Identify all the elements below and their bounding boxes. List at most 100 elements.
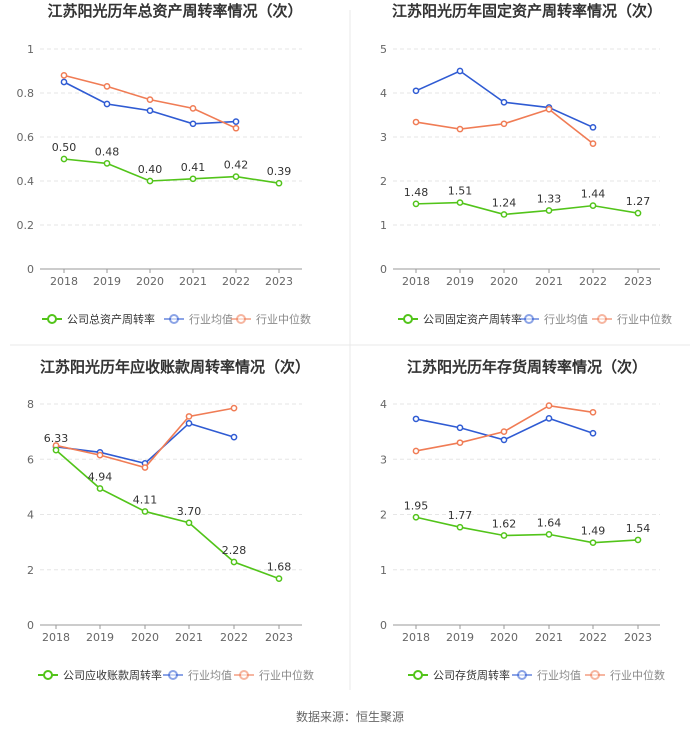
data-point-industry_median [103, 83, 111, 90]
data-point-industry_avg [456, 424, 464, 432]
y-tick-label: 8 [27, 398, 34, 411]
y-tick-label: 1 [380, 564, 387, 577]
data-label: 1.27 [626, 195, 651, 208]
y-tick-label: 0.6 [17, 131, 35, 144]
data-point-industry_avg [103, 100, 111, 108]
y-tick-label: 2 [380, 509, 387, 522]
legend-swatch-marker [168, 670, 178, 680]
data-label: 4.11 [133, 493, 158, 506]
data-label: 1.51 [448, 185, 473, 198]
data-point-company [500, 211, 508, 218]
chart-title: 江苏阳光历年总资产周转率情况（次） [47, 2, 302, 20]
x-tick-label: 2020 [490, 631, 518, 644]
y-tick-label: 4 [27, 509, 34, 522]
x-tick-label: 2020 [490, 275, 518, 288]
data-label: 1.48 [404, 186, 429, 199]
legend-swatch-marker [590, 670, 600, 680]
data-point-industry_median [545, 105, 553, 113]
legend: 公司固定资产周转率 行业均值 行业中位数 [398, 312, 672, 326]
data-point-industry_avg [146, 107, 154, 114]
data-point-company [275, 575, 283, 582]
data-point-industry_avg [230, 433, 238, 441]
y-tick-label: 4 [380, 398, 387, 411]
data-label: 1.49 [581, 525, 606, 538]
data-point-industry_median [545, 402, 553, 410]
data-point-company [230, 558, 238, 566]
data-point-industry_median [232, 124, 240, 132]
legend-label: 行业均值 [544, 313, 588, 326]
legend-label: 行业中位数 [256, 312, 311, 326]
legend-label: 公司总资产周转率 [67, 312, 155, 326]
data-point-company [146, 177, 154, 185]
data-label: 0.42 [224, 159, 249, 172]
chart-title: 江苏阳光历年固定资产周转率情况（次） [392, 2, 662, 20]
legend: 公司存货周转率 行业均值 行业中位数 [408, 668, 665, 682]
data-point-company [275, 179, 283, 187]
legend-swatch-marker [403, 314, 413, 324]
data-label: 1.24 [492, 196, 517, 209]
data-point-industry_avg [589, 123, 597, 131]
data-point-company [545, 207, 553, 214]
data-point-industry_median [189, 105, 197, 112]
data-point-company [500, 532, 508, 539]
data-label: 1.77 [448, 509, 473, 522]
data-point-industry_avg [589, 429, 597, 437]
legend-item-industry_avg: 行业均值 [519, 313, 588, 326]
chart-panel-2: 江苏阳光历年固定资产周转率情况（次） 0 1 2 3 4 5 2018 2019 2020 2021… [380, 2, 672, 326]
chart-panel-1: 江苏阳光历年总资产周转率情况（次） 0 0.2 0.4 0.6 0.8 1 2018 2019 2… [17, 2, 312, 326]
y-tick-label: 3 [380, 131, 387, 144]
data-point-company [96, 485, 104, 492]
x-tick-label: 2023 [265, 275, 293, 288]
legend-item-company: 公司固定资产周转率 [398, 312, 522, 326]
data-point-industry_avg [545, 415, 553, 422]
legend-item-industry_avg: 行业均值 [164, 313, 233, 326]
legend-label: 公司存货周转率 [433, 668, 510, 682]
legend-label: 行业中位数 [617, 312, 672, 326]
data-point-company [589, 202, 597, 209]
x-tick-label: 2021 [535, 631, 563, 644]
legend-label: 行业均值 [537, 669, 581, 682]
data-point-company [60, 155, 68, 163]
x-tick-label: 2021 [175, 631, 203, 644]
chart-panel-4: 江苏阳光历年存货周转率情况（次） 0 1 2 3 4 2018 2019 2020 2021 202… [380, 358, 665, 682]
data-point-company [189, 175, 197, 183]
series-line-industry_avg [55, 422, 235, 465]
y-tick-label: 2 [380, 175, 387, 188]
x-tick-label: 2022 [222, 275, 250, 288]
x-tick-label: 2021 [535, 275, 563, 288]
legend-item-industry_median: 行业中位数 [234, 668, 314, 682]
legend-label: 行业均值 [189, 313, 233, 326]
data-label: 1.54 [626, 522, 651, 535]
y-tick-label: 0 [27, 619, 34, 632]
series-line-industry_median [415, 404, 594, 452]
legend-item-company: 公司存货周转率 [408, 668, 510, 682]
y-tick-label: 6 [27, 453, 34, 466]
data-point-industry_avg [232, 118, 240, 125]
data-point-industry_median [456, 125, 464, 133]
legend-swatch-marker [413, 670, 423, 680]
data-point-company [412, 200, 420, 208]
data-label: 1.95 [404, 499, 429, 512]
legend-item-industry_avg: 行业均值 [512, 669, 581, 682]
x-tick-label: 2022 [579, 275, 607, 288]
y-tick-label: 0 [27, 263, 34, 276]
data-point-industry_avg [500, 98, 508, 106]
data-label: 0.50 [52, 141, 77, 154]
data-label: 1.68 [267, 561, 292, 574]
data-point-industry_avg [189, 120, 197, 128]
data-point-company [185, 519, 193, 527]
x-tick-label: 2018 [402, 631, 430, 644]
series-line-industry_median [55, 407, 235, 469]
legend-item-industry_avg: 行业均值 [163, 669, 232, 682]
x-tick-label: 2019 [93, 275, 121, 288]
data-point-industry_median [412, 447, 420, 455]
legend-swatch-marker [597, 314, 607, 324]
legend-swatch-marker [43, 670, 53, 680]
data-point-industry_avg [60, 78, 68, 86]
data-point-industry_median [230, 404, 238, 412]
chart-panel-3: 江苏阳光历年应收账款周转率情况（次） 0 2 4 6 8 2018 2019 2020 2021 2… [27, 358, 314, 682]
data-label: 4.94 [88, 471, 113, 484]
x-tick-label: 2023 [624, 631, 652, 644]
data-point-company [412, 513, 420, 521]
x-tick-label: 2022 [220, 631, 248, 644]
